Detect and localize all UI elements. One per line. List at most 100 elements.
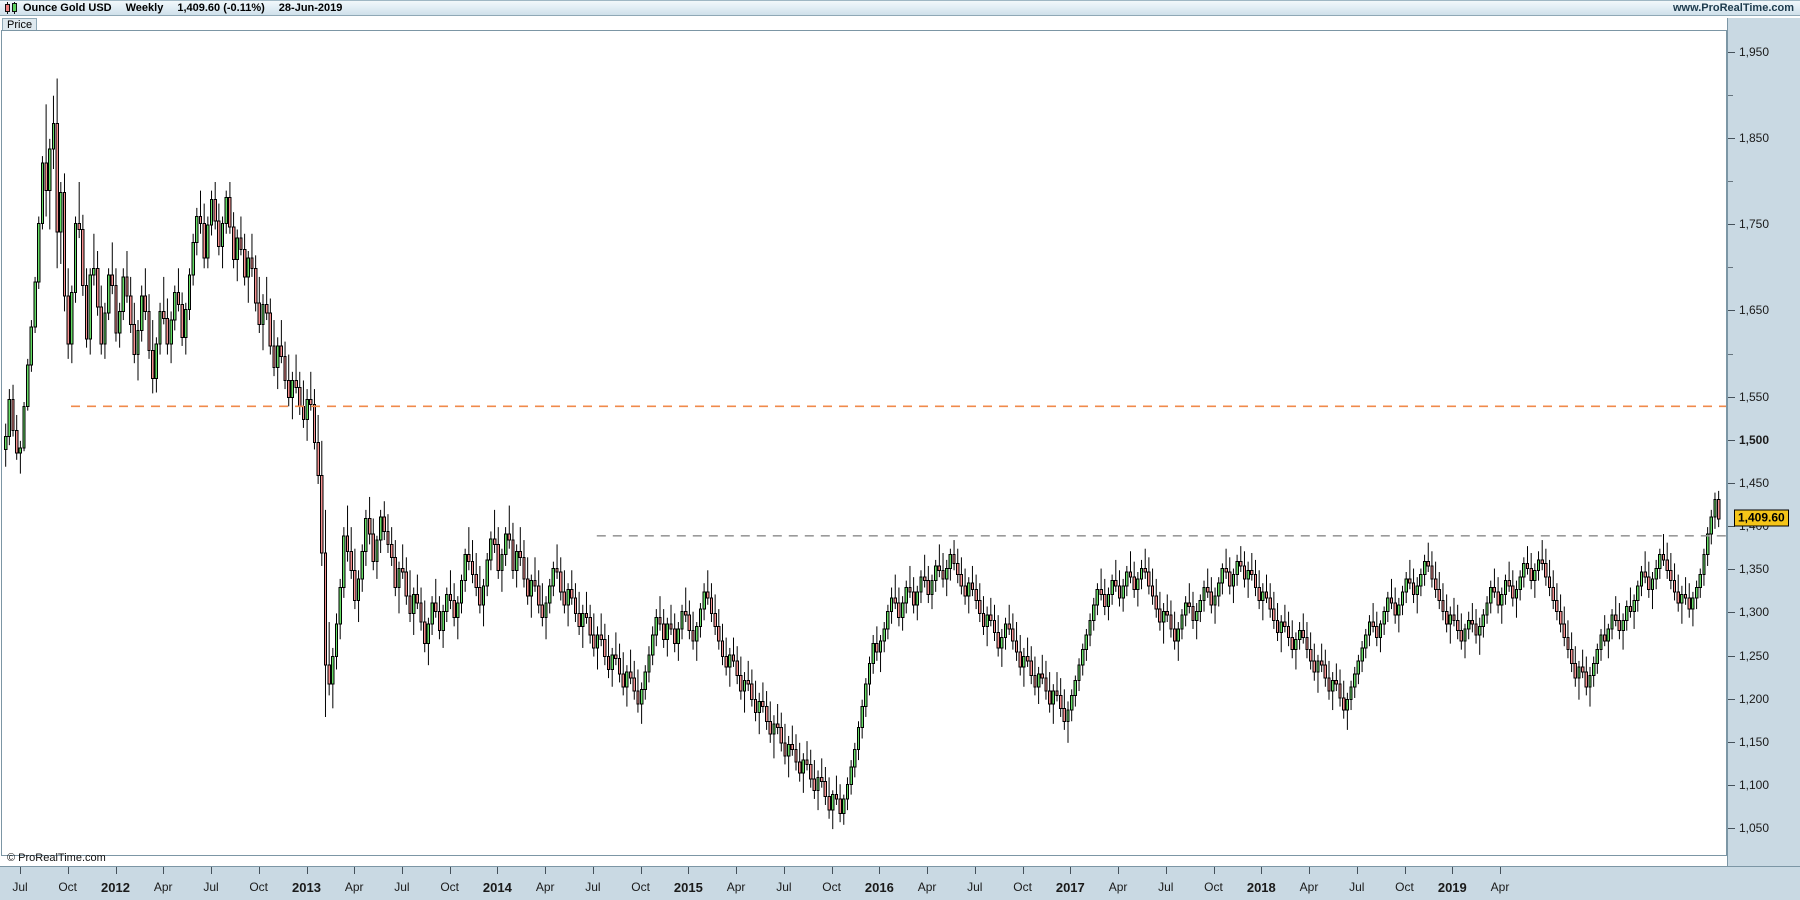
price-tick — [1728, 310, 1735, 312]
instrument-name: Ounce Gold USD — [23, 2, 112, 14]
time-tick — [1309, 867, 1310, 874]
time-tick — [163, 867, 165, 874]
time-axis-label: Jul — [776, 880, 792, 894]
time-tick — [258, 867, 260, 874]
time-tick — [688, 867, 690, 874]
time-axis-label: Jul — [585, 880, 601, 894]
time-axis-label: 2018 — [1246, 880, 1276, 895]
time-tick — [1404, 867, 1406, 874]
candlestick-series — [4, 78, 1726, 830]
candlestick-logo-icon — [5, 2, 18, 14]
time-axis-label: Apr — [153, 880, 173, 894]
price-tick — [1728, 94, 1733, 96]
time-tick — [67, 867, 69, 874]
time-axis-label: Oct — [822, 880, 841, 894]
time-axis-label: Apr — [1108, 880, 1128, 894]
panel-tab-label: Price — [7, 19, 33, 31]
time-tick — [1022, 867, 1024, 874]
price-axis-label: 1,950 — [1739, 44, 1770, 59]
price-axis-label: 1,050 — [1739, 821, 1770, 836]
time-tick — [783, 867, 785, 874]
time-tick — [211, 867, 212, 874]
time-axis-label: Oct — [249, 880, 269, 894]
time-tick — [306, 867, 308, 874]
price-tick — [1728, 612, 1735, 614]
price-tick — [1728, 741, 1735, 743]
time-tick — [974, 867, 976, 874]
time-tick — [1070, 867, 1072, 874]
time-tick — [354, 867, 356, 874]
time-tick — [831, 867, 833, 874]
price-axis-label: 1,300 — [1739, 605, 1770, 620]
price-axis-label: 1,100 — [1739, 778, 1770, 792]
time-tick — [1118, 867, 1120, 874]
time-tick — [1213, 867, 1215, 874]
time-axis[interactable]: Jul Oct 2012 Apr Jul Oct 2013 Apr Jul Oct 2014 Apr J… — [0, 866, 1800, 900]
time-tick — [640, 867, 642, 874]
time-axis-label: 2017 — [1055, 880, 1085, 895]
last-quote-label: 1,409.60 (-0.11%) — [177, 2, 265, 14]
time-axis-label: Oct — [440, 880, 460, 894]
price-axis-label: 1,450 — [1739, 476, 1770, 490]
time-axis-label: Oct — [58, 880, 78, 894]
price-axis-label: 1,350 — [1739, 562, 1770, 577]
last-price-badge[interactable]: 1,409.60 — [1734, 509, 1789, 527]
price-axis-label: 1,750 — [1739, 217, 1770, 232]
price-tick — [1728, 785, 1735, 786]
time-axis-label: Apr — [1490, 880, 1510, 894]
price-tick — [1728, 51, 1735, 53]
price-tick — [1728, 828, 1735, 830]
time-tick — [1452, 867, 1454, 874]
watermark-copyright: © ProRealTime.com — [7, 852, 106, 864]
time-tick — [592, 867, 594, 874]
brand-link[interactable]: www.ProRealTime.com — [1672, 2, 1794, 14]
price-tick — [1728, 483, 1735, 484]
time-tick — [1165, 867, 1167, 874]
time-axis-label: Apr — [344, 880, 364, 894]
time-axis-label: Jul — [967, 880, 983, 894]
price-tick — [1728, 267, 1733, 269]
price-tick — [1728, 526, 1735, 528]
price-axis-label: 1,200 — [1739, 691, 1770, 706]
chart-plot-area[interactable] — [1, 30, 1727, 856]
price-tick — [1728, 569, 1735, 571]
price-tick — [1728, 181, 1733, 182]
time-axis-label: Apr — [917, 880, 937, 894]
time-axis-label: Apr — [1299, 880, 1319, 894]
time-axis-label: 2013 — [292, 880, 321, 895]
chart-title-bar: Ounce Gold USD Weekly 1,409.60 (-0.11%) 28-… — [0, 0, 1800, 16]
time-tick — [1261, 867, 1263, 874]
time-tick — [115, 867, 117, 874]
price-axis-label: 1,500 — [1739, 432, 1770, 447]
time-tick — [1356, 867, 1358, 874]
time-axis-label: Apr — [726, 880, 746, 894]
time-tick — [879, 867, 881, 874]
time-tick — [497, 867, 499, 874]
time-axis-label: Oct — [631, 880, 650, 894]
time-axis-label: 2016 — [864, 880, 894, 895]
quote-date-label: 28-Jun-2019 — [278, 2, 343, 14]
time-axis-label: Jul — [12, 880, 28, 894]
price-tick — [1728, 353, 1733, 355]
time-axis-label: 2012 — [101, 880, 130, 895]
time-axis-label: Oct — [1204, 880, 1223, 894]
price-tick — [1728, 655, 1735, 657]
time-tick — [1500, 867, 1501, 874]
price-axis-label: 1,250 — [1739, 648, 1770, 663]
time-axis-label: 2015 — [673, 880, 703, 895]
time-tick — [20, 867, 21, 874]
price-axis-label: 1,850 — [1739, 130, 1770, 145]
time-axis-label: Jul — [394, 880, 410, 894]
price-tick — [1728, 137, 1735, 139]
price-axis-label: 1,550 — [1739, 389, 1770, 404]
price-tick — [1728, 224, 1735, 226]
price-axis[interactable]: 1,9501,8501,7501,6501,5501,5001,4501,400… — [1727, 18, 1800, 874]
timeframe-label: Weekly — [125, 2, 164, 14]
time-axis-label: Jul — [1349, 880, 1365, 894]
price-tick — [1728, 698, 1735, 700]
time-tick — [401, 867, 403, 874]
time-tick — [736, 867, 738, 874]
price-tick — [1728, 396, 1735, 398]
time-axis-label: Oct — [1395, 880, 1414, 894]
